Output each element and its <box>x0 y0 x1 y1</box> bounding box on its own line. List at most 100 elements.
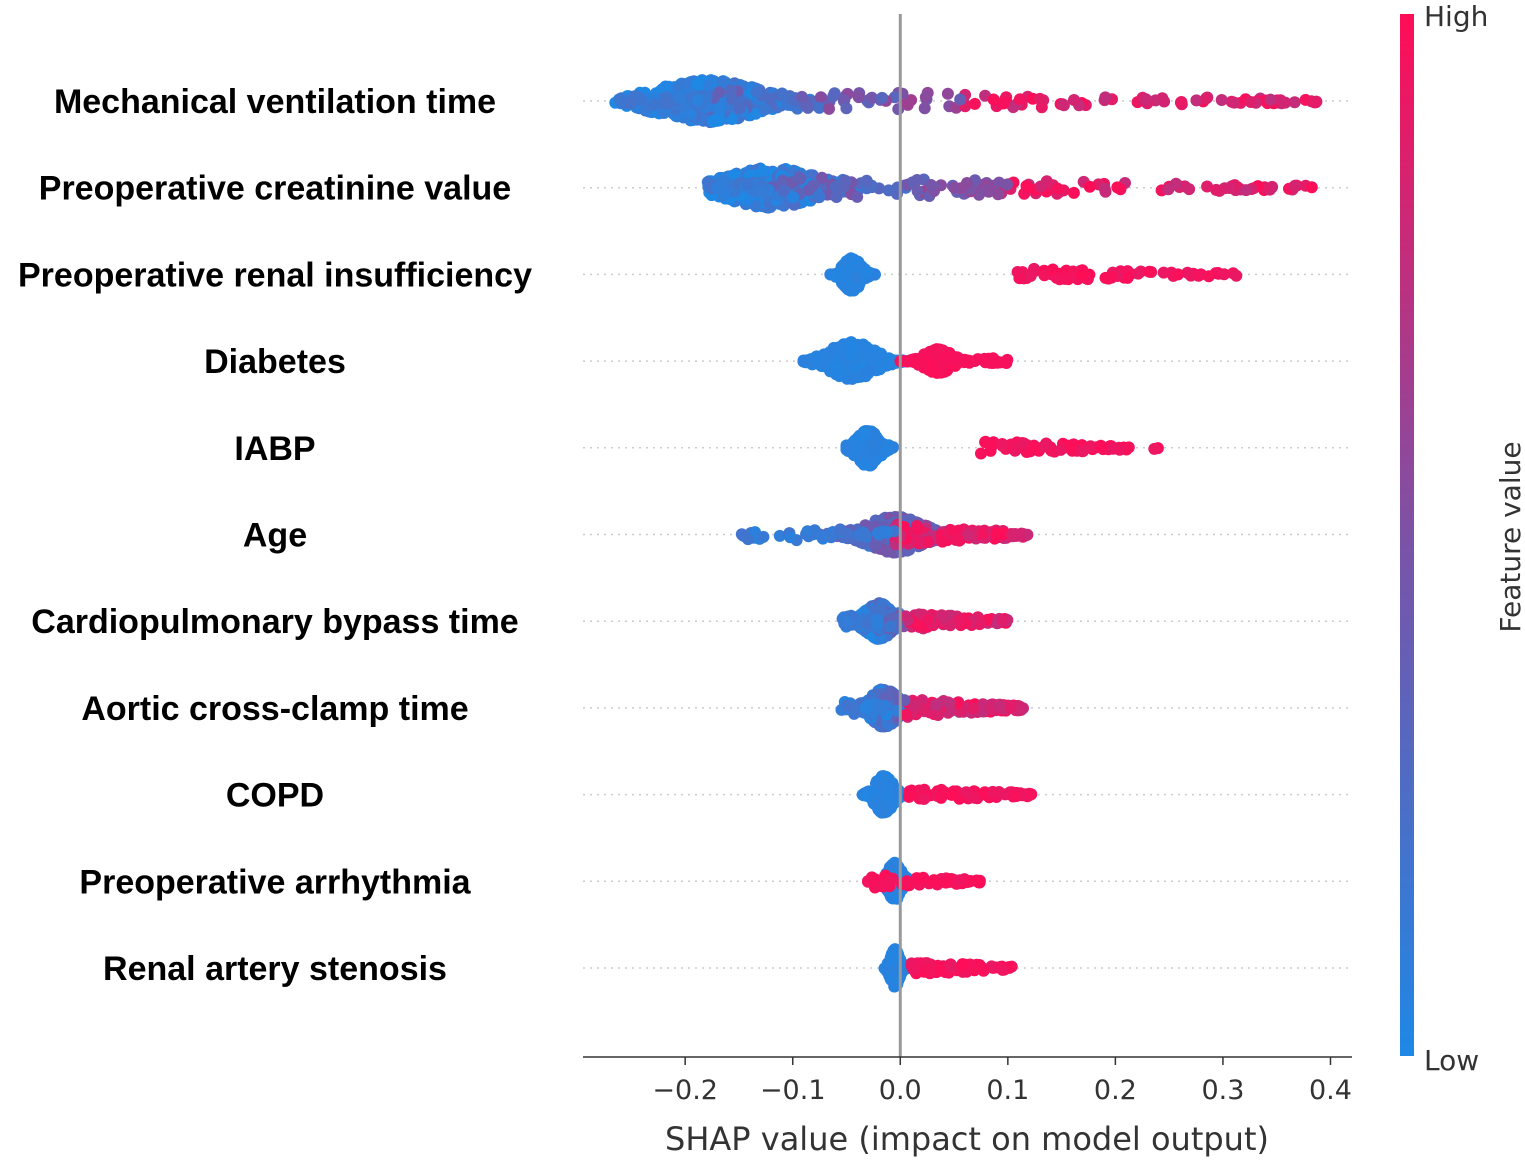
data-point <box>787 191 800 204</box>
data-point <box>1054 443 1067 456</box>
data-point <box>1067 186 1080 199</box>
data-point <box>735 528 748 541</box>
data-point <box>1230 269 1243 282</box>
data-point <box>1240 184 1253 197</box>
data-point <box>987 93 1000 106</box>
data-point <box>1289 179 1301 192</box>
data-point <box>1057 99 1070 112</box>
data-point <box>841 615 854 628</box>
data-point <box>757 530 770 543</box>
data-point <box>951 533 964 546</box>
data-point <box>1139 93 1152 106</box>
data-point <box>990 527 1003 540</box>
data-point <box>911 520 924 533</box>
data-point <box>909 699 922 712</box>
data-point <box>930 698 943 711</box>
data-point <box>941 87 954 100</box>
data-point <box>813 101 826 114</box>
data-point <box>741 178 754 191</box>
data-point <box>906 786 919 799</box>
data-point <box>801 101 814 114</box>
data-point <box>841 699 854 712</box>
data-point <box>1033 92 1046 105</box>
data-point <box>816 530 829 543</box>
data-point <box>1004 700 1017 713</box>
data-point <box>1027 443 1040 456</box>
data-point <box>1076 268 1088 281</box>
data-point <box>943 697 956 709</box>
data-point <box>726 113 739 125</box>
data-point <box>1083 180 1096 193</box>
data-point <box>1013 272 1026 285</box>
data-point <box>851 190 864 203</box>
data-point <box>919 91 932 104</box>
data-point <box>921 613 934 626</box>
data-point <box>1020 180 1033 192</box>
data-point <box>784 531 797 544</box>
data-point <box>815 171 828 184</box>
data-point <box>859 529 872 542</box>
data-point <box>1007 101 1020 114</box>
data-point <box>906 176 919 189</box>
data-point <box>993 699 1006 712</box>
data-point <box>839 174 852 187</box>
data-point <box>976 527 989 540</box>
data-point <box>635 93 648 106</box>
data-point <box>823 346 836 358</box>
data-point <box>1143 265 1156 278</box>
data-point <box>877 357 889 370</box>
data-point <box>659 80 672 93</box>
data-point <box>1264 93 1277 106</box>
data-point <box>1111 181 1124 194</box>
data-point <box>878 806 891 819</box>
data-point <box>1013 93 1026 106</box>
data-point <box>968 97 981 110</box>
data-point <box>882 184 895 197</box>
data-point <box>1058 272 1071 285</box>
data-point <box>982 185 995 198</box>
data-point <box>869 539 882 552</box>
data-point <box>911 185 924 198</box>
data-point <box>801 525 814 538</box>
data-point <box>1148 442 1161 455</box>
data-point <box>1215 94 1228 106</box>
data-point <box>967 702 979 715</box>
data-point <box>881 789 894 802</box>
data-point <box>1172 268 1185 281</box>
data-point <box>834 523 847 536</box>
data-point <box>1051 182 1064 195</box>
data-point <box>806 169 819 182</box>
data-point <box>912 356 925 369</box>
data-point <box>715 178 728 191</box>
data-point <box>823 102 835 115</box>
data-point <box>1244 96 1257 108</box>
data-point <box>996 614 1009 627</box>
data-point <box>878 526 891 539</box>
data-point <box>948 181 961 194</box>
data-point <box>648 98 661 111</box>
data-point <box>764 92 777 105</box>
data-point <box>944 619 957 632</box>
data-point <box>925 179 937 191</box>
data-point <box>776 87 789 100</box>
data-point <box>827 89 840 102</box>
data-point <box>962 529 975 542</box>
data-point <box>1113 443 1126 456</box>
data-point <box>813 191 826 203</box>
data-point <box>814 91 827 104</box>
data-point <box>936 535 949 548</box>
data-point <box>829 181 842 193</box>
data-point <box>726 93 739 106</box>
data-point <box>1099 185 1112 198</box>
data-point <box>672 91 685 103</box>
feature-points <box>835 683 1029 733</box>
data-point <box>795 90 808 103</box>
data-point <box>1201 180 1214 193</box>
data-point <box>691 77 704 90</box>
data-point <box>625 97 637 110</box>
data-point <box>733 102 746 115</box>
data-point <box>901 98 914 111</box>
data-point <box>1200 92 1213 105</box>
data-point <box>1016 437 1029 449</box>
data-point <box>724 84 737 96</box>
